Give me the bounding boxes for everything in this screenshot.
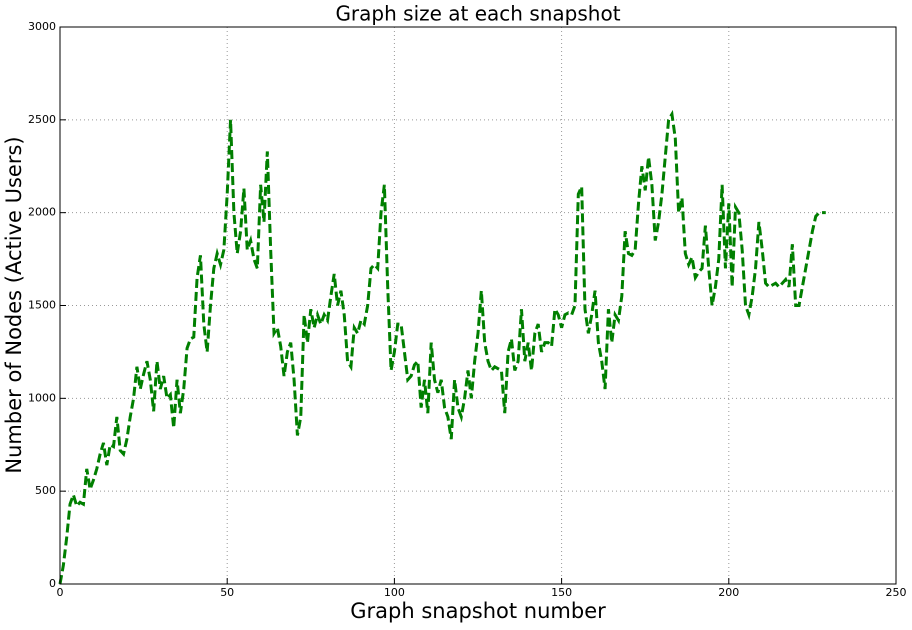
y-tick-label: 2500 bbox=[28, 113, 56, 126]
x-axis-label: Graph snapshot number bbox=[350, 599, 606, 623]
y-tick-label: 2000 bbox=[28, 206, 56, 219]
x-tick-label: 100 bbox=[384, 586, 405, 599]
x-tick-label: 250 bbox=[886, 586, 907, 599]
y-tick-label: 1500 bbox=[28, 299, 56, 312]
x-tick-label: 50 bbox=[220, 586, 234, 599]
y-tick-label: 500 bbox=[35, 484, 56, 497]
data-line bbox=[58, 109, 826, 585]
y-tick-label: 3000 bbox=[28, 20, 56, 33]
y-tick-label: 1000 bbox=[28, 391, 56, 404]
x-tick-label: 150 bbox=[551, 586, 572, 599]
plot-frame bbox=[59, 26, 897, 585]
chart-title: Graph size at each snapshot bbox=[335, 2, 620, 26]
x-tick-label: 0 bbox=[57, 586, 64, 599]
y-tick-label: 0 bbox=[49, 577, 56, 590]
x-tick-label: 200 bbox=[718, 586, 739, 599]
y-axis-label: Number of Nodes (Active Users) bbox=[2, 136, 26, 473]
